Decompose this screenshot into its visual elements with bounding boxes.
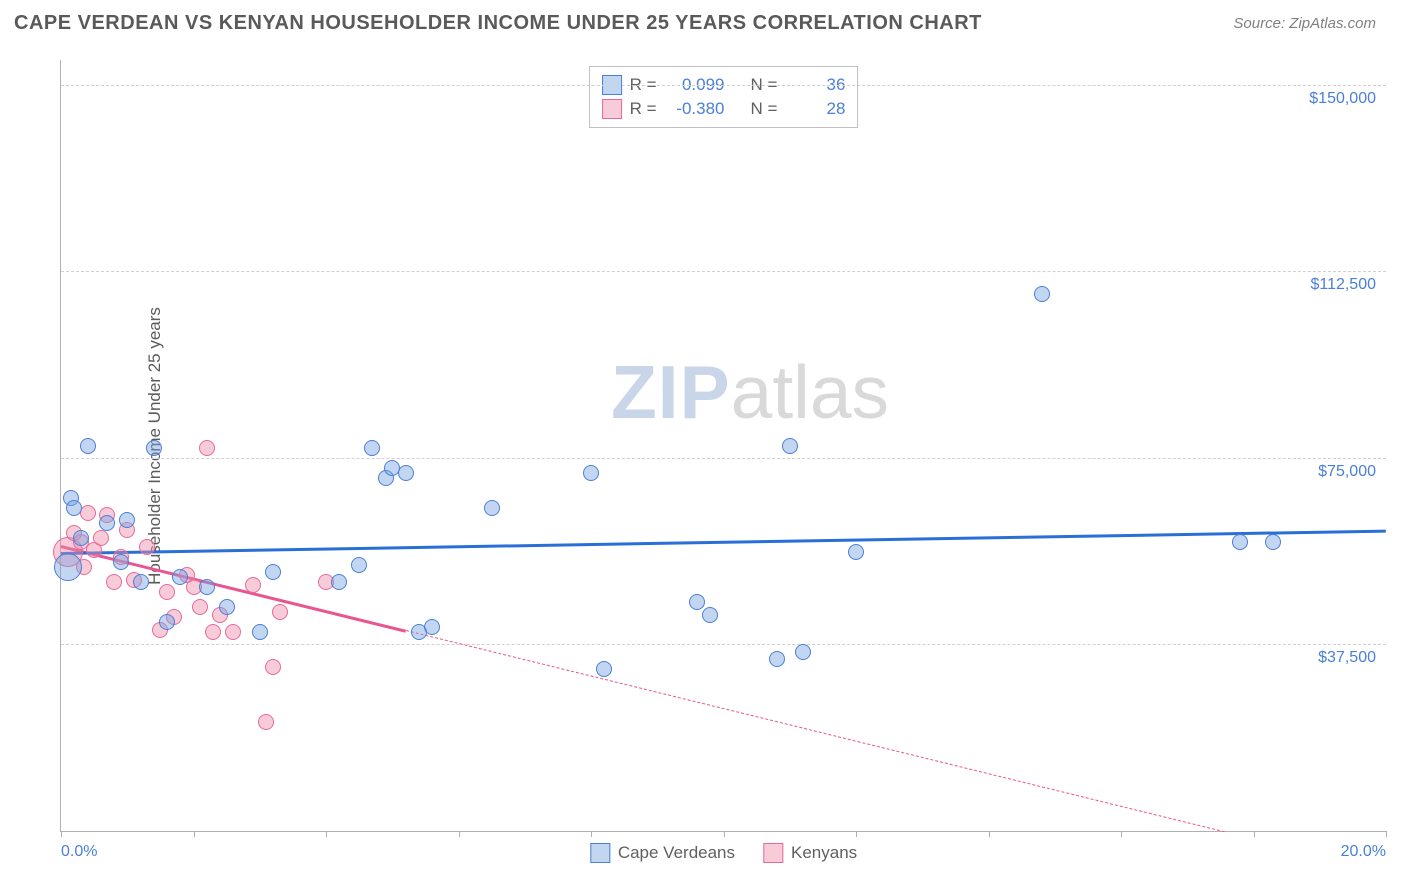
data-point (73, 530, 89, 546)
data-point (245, 577, 261, 593)
data-point (795, 644, 811, 660)
source-attribution: Source: ZipAtlas.com (1233, 15, 1376, 32)
data-point (782, 438, 798, 454)
data-point (252, 624, 268, 640)
data-point (54, 553, 82, 581)
x-tick (194, 831, 195, 837)
trend-line (405, 630, 1224, 832)
data-point (199, 440, 215, 456)
series-swatch (602, 99, 622, 119)
data-point (133, 574, 149, 590)
gridline (61, 271, 1386, 272)
data-point (596, 661, 612, 677)
x-axis-max-label: 20.0% (1341, 843, 1386, 861)
data-point (364, 440, 380, 456)
chart-header: CAPE VERDEAN VS KENYAN HOUSEHOLDER INCOM… (0, 0, 1406, 43)
y-tick-label: $37,500 (1318, 649, 1376, 667)
gridline (61, 644, 1386, 645)
gridline (61, 85, 1386, 86)
watermark: ZIPatlas (611, 349, 889, 435)
data-point (159, 614, 175, 630)
legend-label: Cape Verdeans (618, 843, 735, 863)
x-tick (591, 831, 592, 837)
n-label: N = (751, 99, 778, 119)
data-point (1265, 534, 1281, 550)
data-point (258, 714, 274, 730)
trend-line (61, 530, 1386, 555)
data-point (66, 500, 82, 516)
data-point (424, 619, 440, 635)
x-tick (1386, 831, 1387, 837)
data-point (272, 604, 288, 620)
data-point (331, 574, 347, 590)
y-tick-label: $112,500 (1310, 276, 1376, 294)
data-point (225, 624, 241, 640)
data-point (689, 594, 705, 610)
legend-item: Kenyans (763, 843, 857, 863)
stats-row: R = -0.380 N = 28 (602, 97, 846, 121)
data-point (484, 500, 500, 516)
data-point (265, 659, 281, 675)
scatter-chart: ZIPatlas R = 0.099 N = 36 R = -0.380 N =… (60, 60, 1386, 832)
data-point (1034, 286, 1050, 302)
data-point (99, 515, 115, 531)
data-point (119, 512, 135, 528)
chart-title: CAPE VERDEAN VS KENYAN HOUSEHOLDER INCOM… (14, 12, 982, 35)
watermark-zip: ZIP (611, 350, 731, 434)
data-point (351, 557, 367, 573)
data-point (80, 438, 96, 454)
gridline (61, 458, 1386, 459)
x-tick (724, 831, 725, 837)
y-tick-label: $75,000 (1318, 463, 1376, 481)
legend-item: Cape Verdeans (590, 843, 735, 863)
series-swatch (590, 843, 610, 863)
data-point (398, 465, 414, 481)
data-point (769, 651, 785, 667)
legend: Cape Verdeans Kenyans (590, 843, 857, 863)
correlation-stats-box: R = 0.099 N = 36 R = -0.380 N = 28 (589, 66, 859, 128)
series-swatch (763, 843, 783, 863)
x-axis-min-label: 0.0% (61, 843, 97, 861)
data-point (265, 564, 281, 580)
data-point (172, 569, 188, 585)
watermark-rest: atlas (731, 350, 889, 434)
data-point (702, 607, 718, 623)
source-prefix: Source: (1233, 15, 1289, 32)
data-point (159, 584, 175, 600)
r-value: -0.380 (665, 99, 725, 119)
n-value: 28 (785, 99, 845, 119)
source-name: ZipAtlas.com (1289, 15, 1376, 32)
data-point (583, 465, 599, 481)
data-point (219, 599, 235, 615)
data-point (146, 440, 162, 456)
y-tick-label: $150,000 (1309, 90, 1376, 108)
data-point (139, 539, 155, 555)
x-tick (856, 831, 857, 837)
x-tick (1254, 831, 1255, 837)
x-tick (459, 831, 460, 837)
data-point (106, 574, 122, 590)
data-point (848, 544, 864, 560)
data-point (1232, 534, 1248, 550)
r-label: R = (630, 99, 657, 119)
data-point (93, 530, 109, 546)
data-point (199, 579, 215, 595)
legend-label: Kenyans (791, 843, 857, 863)
data-point (113, 554, 129, 570)
x-tick (61, 831, 62, 837)
x-tick (989, 831, 990, 837)
data-point (192, 599, 208, 615)
x-tick (1121, 831, 1122, 837)
x-tick (326, 831, 327, 837)
data-point (205, 624, 221, 640)
